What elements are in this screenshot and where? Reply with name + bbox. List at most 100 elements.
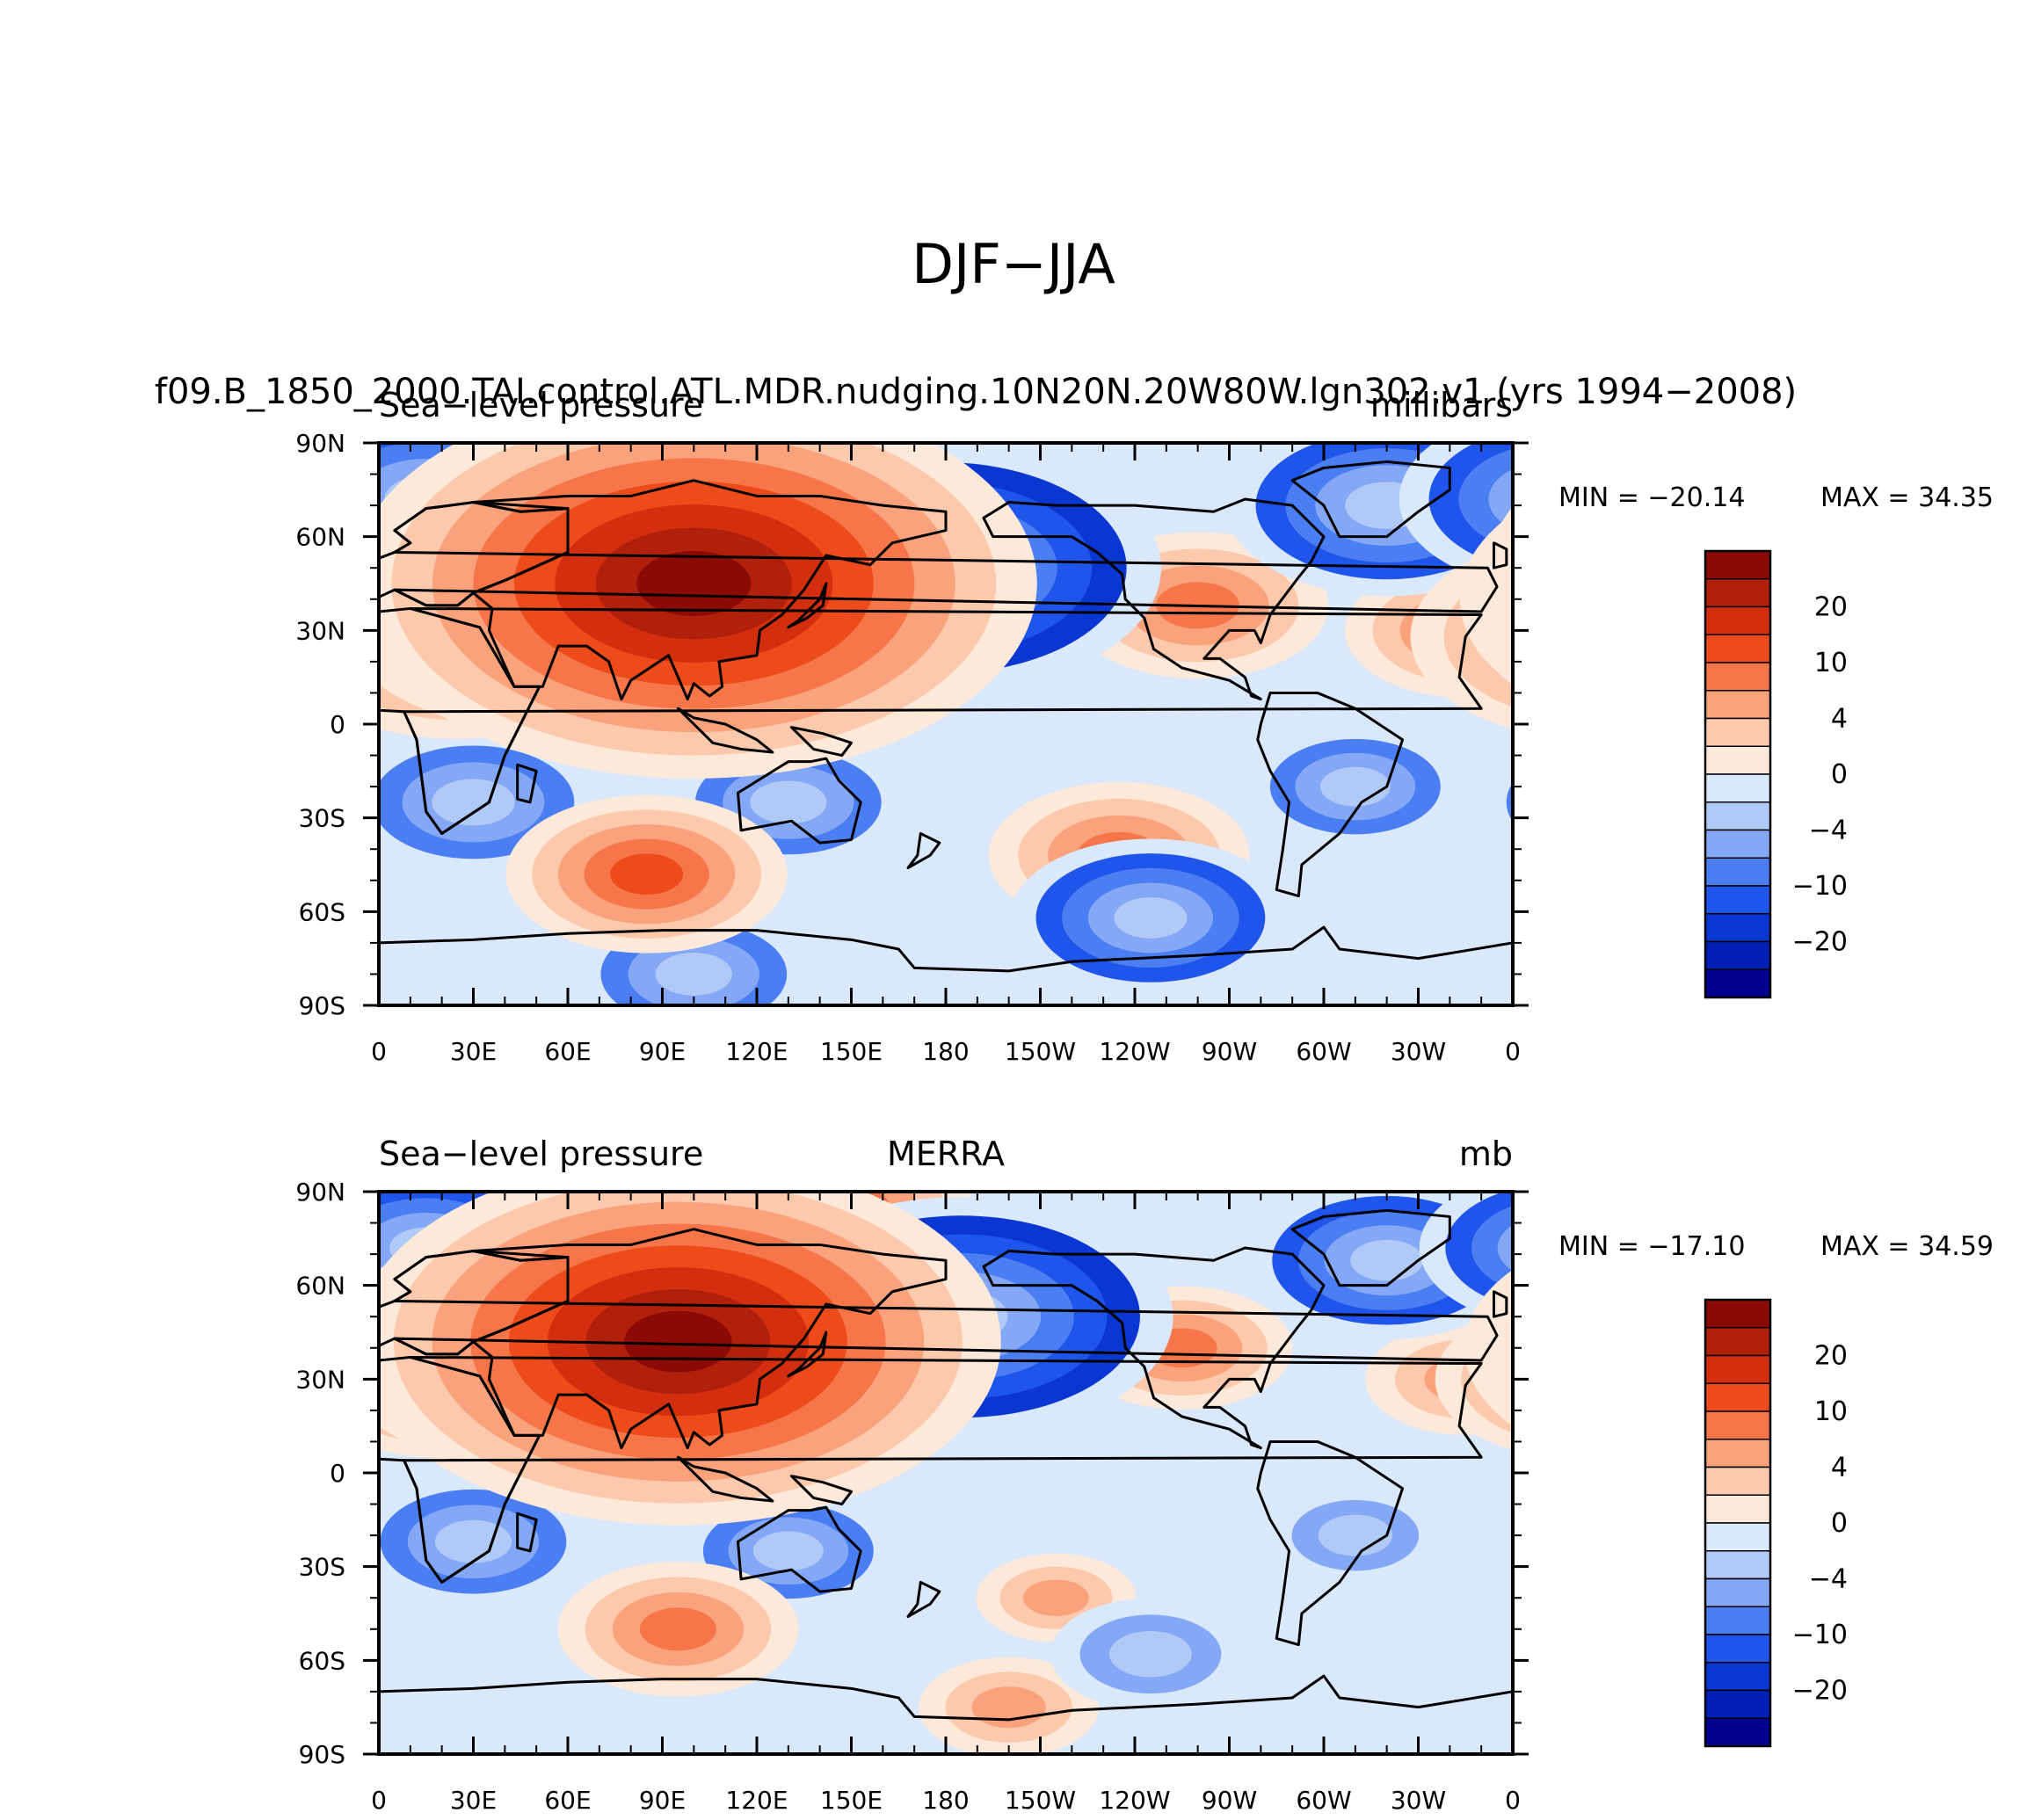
anomaly-contour	[0, 799, 86, 912]
y-tick-label: 90N	[295, 1178, 345, 1207]
colorbar-label: 10	[1814, 1396, 1848, 1427]
x-tick-label: 120E	[725, 1037, 788, 1066]
anomaly-contour	[1881, 1360, 1951, 1399]
page-title: DJF−JJA	[912, 232, 1115, 296]
x-tick-label: 120W	[1099, 1037, 1170, 1066]
x-tick-label: 120W	[1099, 1786, 1170, 1815]
contour-field	[0, 1180, 2027, 1754]
x-tick-label: 180	[922, 1037, 969, 1066]
anomaly-contour	[0, 1314, 108, 1381]
coastline-greenland	[1290, 1208, 1451, 1287]
anomaly-contour	[1837, 1504, 2008, 1599]
coastline-antarctica	[379, 1674, 1513, 1754]
anomaly-contour	[434, 1519, 512, 1563]
x-tick-label: 120E	[725, 1786, 788, 1815]
panel-units-label: millibars	[1370, 386, 1513, 424]
x-tick-label: 90E	[639, 1786, 686, 1815]
coastline-africa-wrap	[379, 606, 541, 835]
anomaly-contour	[0, 882, 79, 953]
y-tick-label: 30S	[299, 1553, 345, 1582]
colorbar-swatch	[1704, 773, 1771, 803]
panel-model: Sea−level pressure millibarsf09.B_1850_20…	[0, 372, 2027, 1066]
anomaly-contour	[131, 1485, 311, 1585]
anomaly-contour	[1539, 1359, 1612, 1400]
coastline-samerica	[1256, 691, 1405, 898]
anomaly-contour	[1318, 1514, 1392, 1556]
anomaly-contour	[185, 1515, 258, 1556]
colorbar-frame	[1704, 1298, 1772, 1748]
anomaly-contour	[13, 1328, 84, 1367]
colorbar-label: 20	[1814, 1341, 1848, 1372]
anomaly-contour	[1542, 1505, 1673, 1578]
y-tick-label: 0	[330, 1459, 345, 1488]
anomaly-contour	[1350, 1239, 1424, 1281]
anomaly-contour	[1534, 1262, 1839, 1434]
colorbar-swatch	[1704, 1410, 1771, 1440]
anomaly-contour	[1566, 779, 1648, 825]
coastline-uk-wrap	[360, 1292, 373, 1316]
x-tick-label: 90E	[639, 1037, 686, 1066]
coastline-uk	[1493, 1290, 1508, 1318]
anomaly-contour	[1666, 809, 1895, 939]
x-tick-label: 0	[1505, 1037, 1521, 1066]
colorbar-swatch	[1704, 634, 1771, 663]
colorbar-swatch	[1704, 1439, 1771, 1468]
anomaly-contour	[1591, 536, 1813, 662]
anomaly-contour	[1544, 610, 1638, 663]
anomaly-contour	[0, 782, 116, 929]
colorbar-swatch	[1704, 1299, 1771, 1329]
anomaly-contour	[136, 739, 307, 834]
anomaly-contour	[1515, 1490, 1701, 1594]
coastline-japan	[787, 582, 828, 629]
y-tick-label: 90S	[299, 1740, 345, 1769]
anomaly-contour	[1790, 953, 1866, 996]
y-tick-label: 60N	[295, 1272, 345, 1301]
anomaly-contour	[1829, 750, 2016, 855]
colorbar-swatch	[1704, 605, 1771, 635]
anomaly-contour	[1862, 1518, 1982, 1585]
panel-units-label: mb	[1459, 1135, 1513, 1173]
anomaly-contour	[0, 1614, 87, 1693]
coastline-madagascar	[516, 1512, 538, 1553]
y-tick-label: 90N	[295, 429, 345, 458]
anomaly-contour	[0, 838, 157, 997]
x-tick-label: 30W	[1391, 1037, 1446, 1066]
anomaly-contour	[22, 582, 105, 628]
x-tick-label: 90W	[1202, 1037, 1257, 1066]
colorbar-label: −20	[1792, 927, 1848, 958]
x-tick-label: 180	[922, 1786, 969, 1815]
anomaly-contour	[1528, 1180, 2027, 1504]
anomaly-contour	[636, 551, 752, 616]
anomaly-contour	[0, 1215, 6, 1418]
colorbar-swatch	[1704, 1327, 1771, 1357]
x-tick-label: 150E	[820, 1037, 883, 1066]
colorbar-swatch	[1704, 801, 1771, 831]
anomaly-contour	[1856, 1345, 1976, 1413]
coastline-newzealand	[906, 831, 941, 870]
anomaly-contour	[1537, 762, 1679, 842]
anomaly-contour	[1990, 521, 2027, 615]
colorbar-label: −4	[1809, 1564, 1848, 1595]
min-label: MIN = −17.10	[1558, 1231, 1745, 1262]
anomaly-contour	[1884, 780, 1960, 823]
coastline-papua	[789, 1475, 853, 1506]
anomaly-contour	[1758, 1311, 1865, 1373]
y-tick-label: 60N	[295, 523, 345, 552]
colorbar-swatch	[1704, 1382, 1771, 1412]
anomaly-contour	[2016, 1272, 2027, 1361]
anomaly-contour	[1852, 442, 2027, 693]
anomaly-contour	[1802, 735, 2027, 870]
colorbar-swatch	[1704, 913, 1771, 943]
anomaly-contour	[1488, 468, 1513, 530]
colorbar-swatch	[1704, 1494, 1771, 1524]
min-label: MIN = −20.14	[1558, 482, 1745, 513]
anomaly-contour	[379, 1225, 394, 1296]
anomaly-contour	[1947, 1186, 2023, 1229]
anomaly-contour	[432, 779, 515, 826]
anomaly-contour	[1831, 1331, 2002, 1426]
anomaly-contour	[1525, 411, 2027, 755]
anomaly-contour	[1497, 1224, 1513, 1272]
anomaly-contour	[158, 1500, 286, 1570]
x-tick-label: 30E	[450, 1037, 497, 1066]
